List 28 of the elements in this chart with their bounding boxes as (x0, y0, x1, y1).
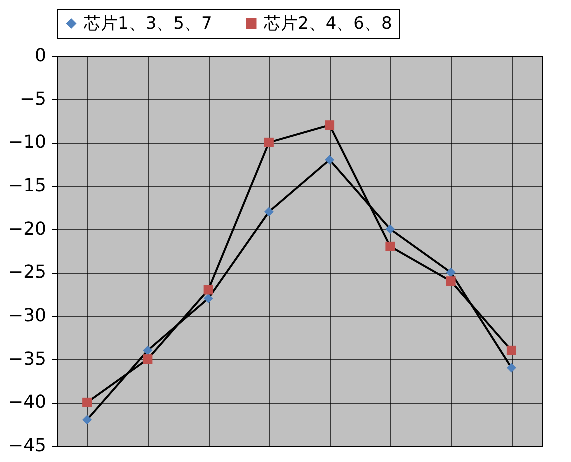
point (264, 138, 274, 148)
point (325, 155, 335, 165)
point (204, 285, 214, 295)
y-tick-label: −5 (20, 88, 46, 110)
y-tick-label: −20 (8, 218, 46, 240)
legend-label: 芯片2、4、6、8 (263, 14, 392, 34)
legend-label: 芯片1、3、5、7 (83, 14, 212, 34)
y-tick-label: −15 (8, 176, 46, 196)
point (204, 294, 214, 304)
y-tick-label: −45 (8, 436, 46, 456)
y-tick-label: −35 (8, 348, 46, 370)
point (506, 346, 516, 356)
point (446, 268, 456, 278)
y-tick-label: −10 (8, 132, 46, 154)
point (506, 363, 516, 373)
point (82, 415, 92, 425)
point (82, 398, 92, 408)
point (143, 354, 153, 364)
y-tick-label: −40 (8, 392, 46, 414)
point (446, 276, 456, 286)
y-tick-label: 0 (35, 46, 46, 66)
point (325, 120, 335, 130)
y-tick-label: −30 (8, 306, 46, 326)
point (386, 224, 396, 234)
point (264, 207, 274, 217)
y-tick-label: −25 (8, 262, 46, 284)
point (143, 346, 153, 356)
point (386, 242, 396, 252)
